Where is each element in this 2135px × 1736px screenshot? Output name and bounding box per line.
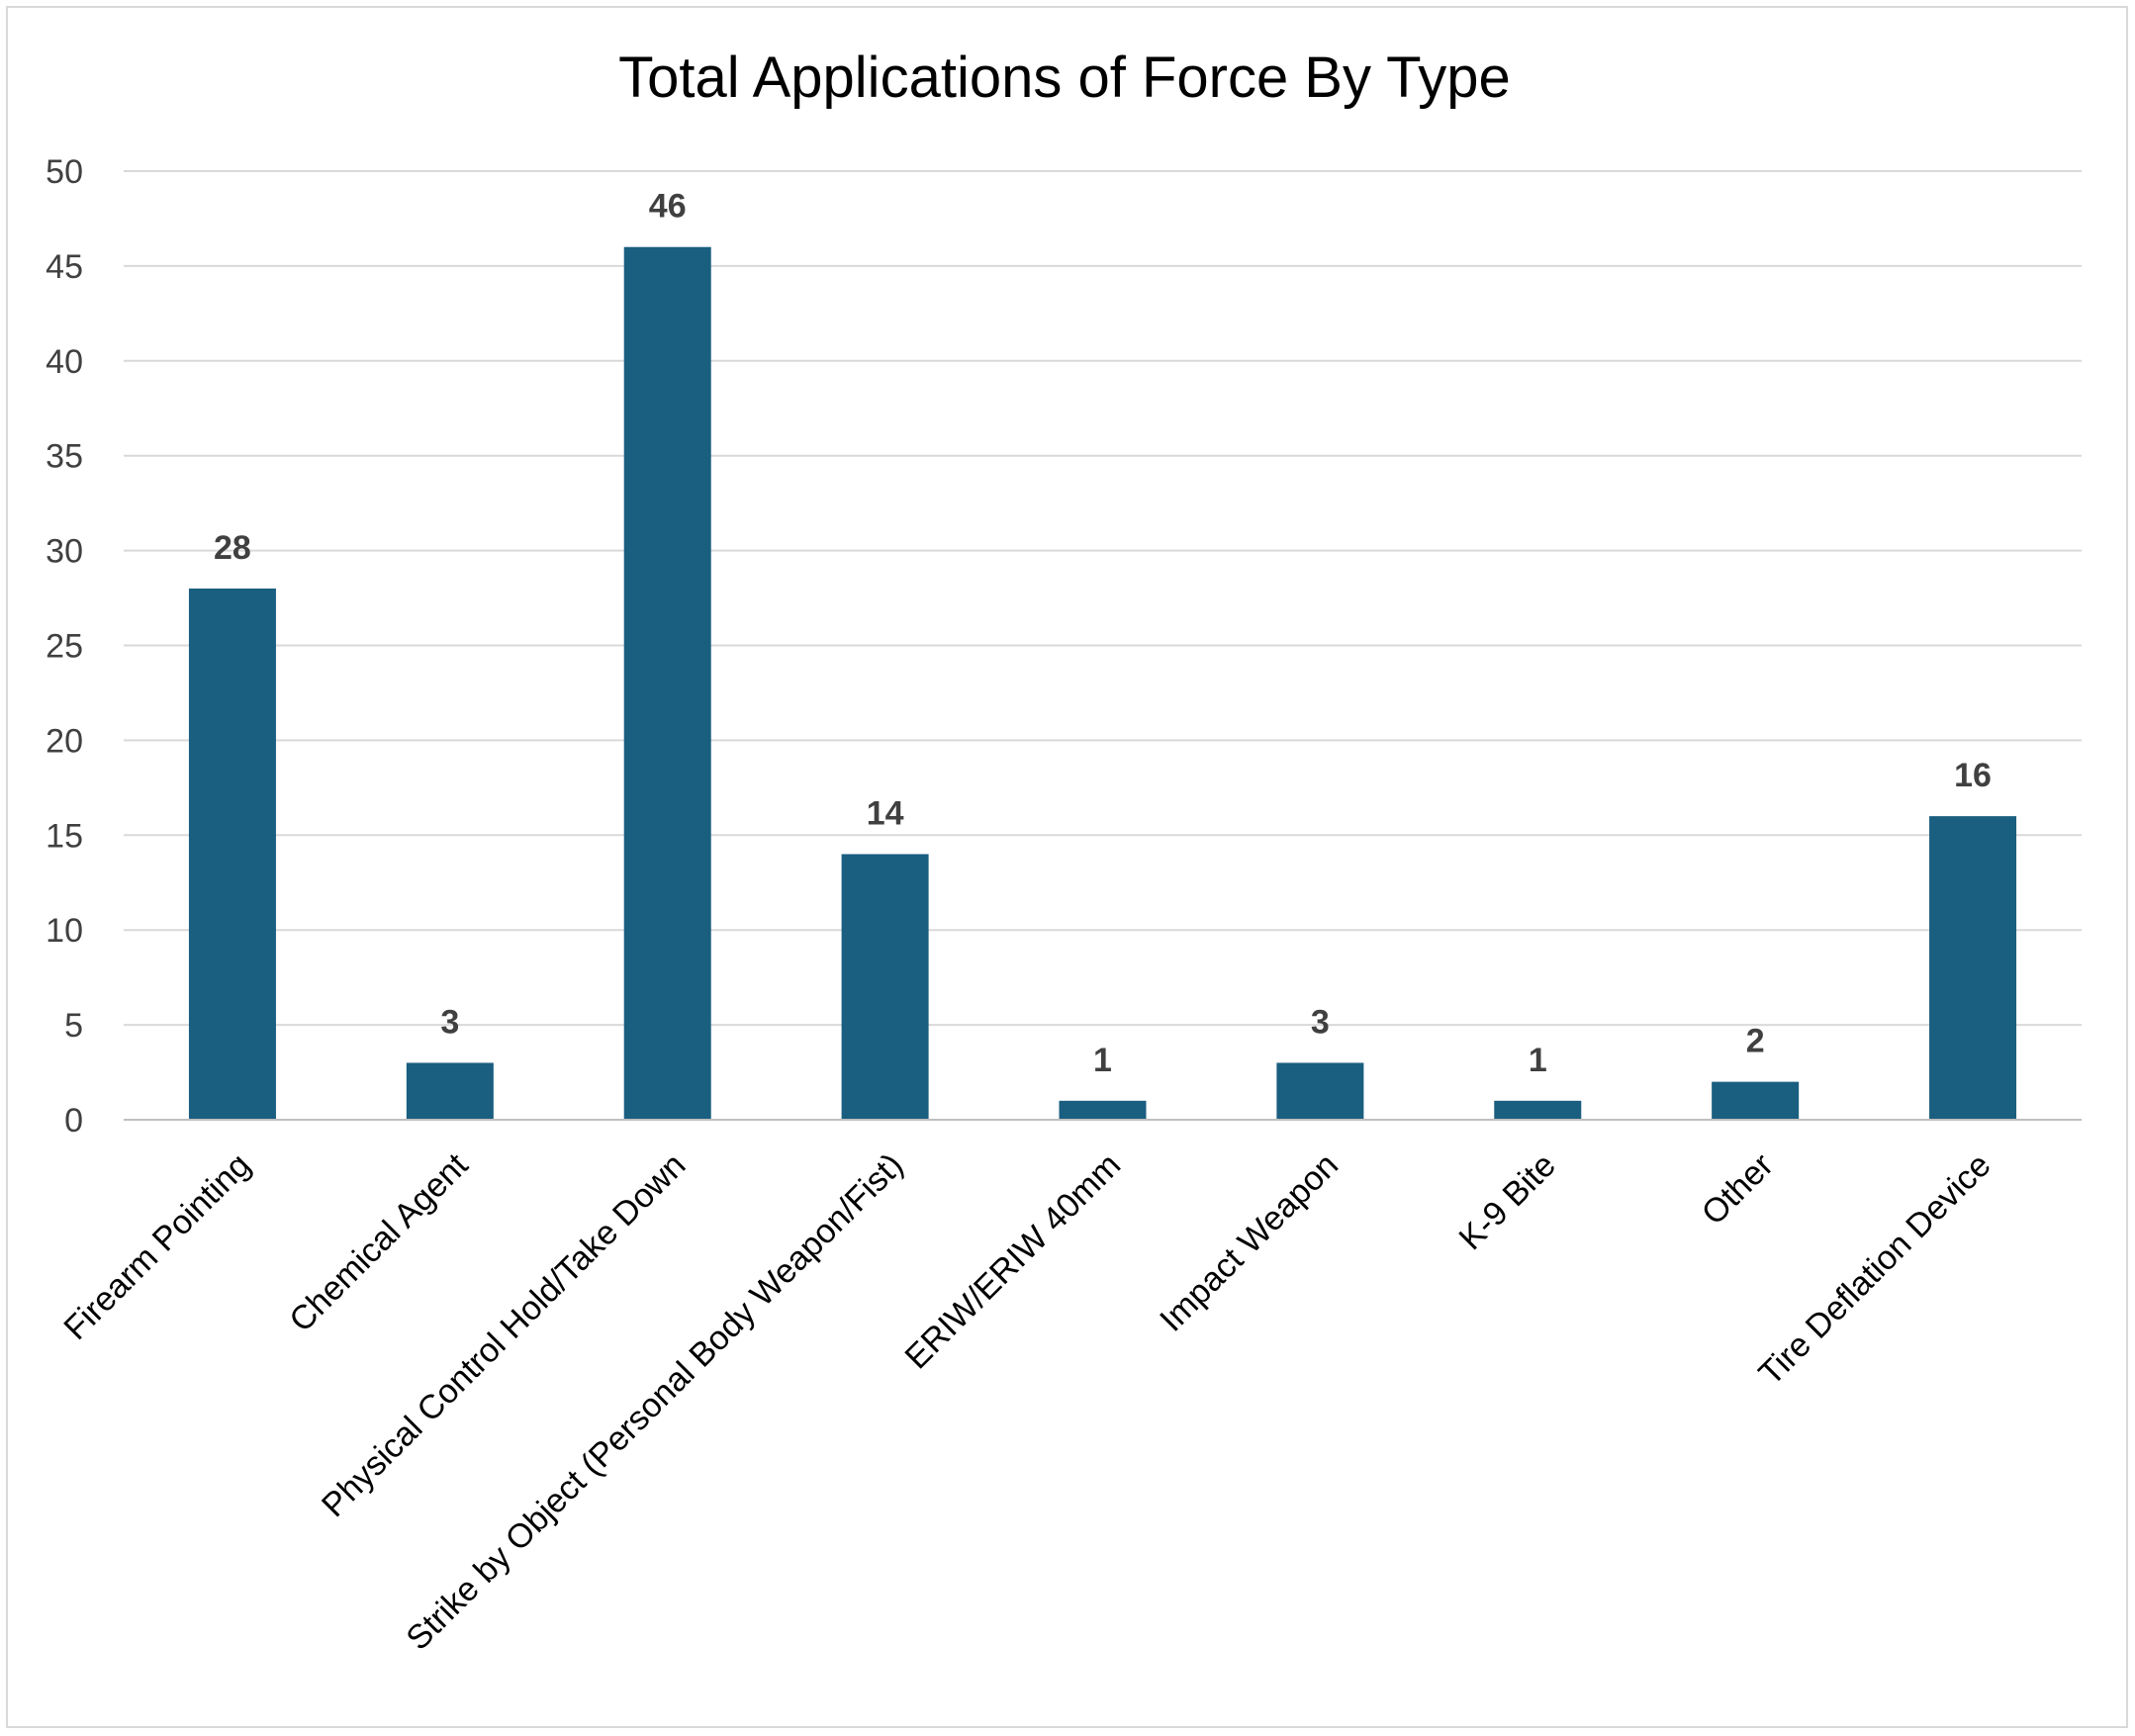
data-label: 3	[1311, 1003, 1330, 1041]
chart-title: Total Applications of Force By Type	[618, 46, 1511, 110]
data-label: 1	[1529, 1042, 1547, 1079]
chart-frame	[6, 6, 2128, 1728]
data-label: 16	[1954, 757, 1992, 794]
data-label: 1	[1093, 1042, 1112, 1079]
y-tick-label: 30	[46, 533, 83, 571]
bar	[188, 588, 276, 1120]
y-tick-label: 10	[46, 912, 83, 950]
x-category-label: Strike by Object (Personal Body Weapon/F…	[399, 1146, 910, 1658]
y-tick-label: 15	[46, 817, 83, 855]
data-label: 14	[867, 794, 904, 832]
y-tick-label: 50	[46, 153, 83, 191]
x-category-label: Chemical Agent	[282, 1145, 476, 1339]
bar	[1059, 1100, 1147, 1120]
x-category-label: Tire Deflation Device	[1752, 1146, 1998, 1393]
y-tick-label: 5	[64, 1007, 83, 1045]
bars	[188, 246, 2017, 1121]
x-category-label: Firearm Pointing	[56, 1146, 257, 1347]
data-labels: 28 3 46 14 1 3 1 2 16	[214, 188, 1992, 1079]
bar	[1929, 816, 2017, 1120]
x-category-label: Impact Weapon	[1153, 1146, 1346, 1339]
bar	[1276, 1062, 1364, 1120]
y-tick-label: 25	[46, 628, 83, 666]
bar	[406, 1062, 494, 1120]
x-category-label: Other	[1695, 1146, 1781, 1233]
bar	[623, 246, 711, 1121]
y-tick-label: 40	[46, 343, 83, 381]
y-tick-label: 35	[46, 438, 83, 476]
data-label: 3	[440, 1003, 459, 1041]
y-tick-label: 45	[46, 248, 83, 286]
bar	[1494, 1100, 1582, 1120]
y-tick-label: 0	[64, 1102, 83, 1140]
x-category-label: ERIW/ERIW 40mm	[898, 1146, 1129, 1377]
x-category-label: K-9 Bite	[1452, 1146, 1563, 1257]
x-category-label: Physical Control Hold/Take Down	[315, 1146, 693, 1524]
y-tick-label: 20	[46, 722, 83, 760]
data-label: 46	[649, 188, 687, 226]
bar	[1712, 1081, 1800, 1120]
data-label: 28	[214, 529, 251, 567]
bar	[841, 854, 929, 1120]
y-axis-ticks: 0 5 10 15 20 25 30 35 40 45 50	[46, 153, 83, 1140]
gridlines	[124, 170, 2082, 1027]
data-label: 2	[1746, 1023, 1765, 1060]
